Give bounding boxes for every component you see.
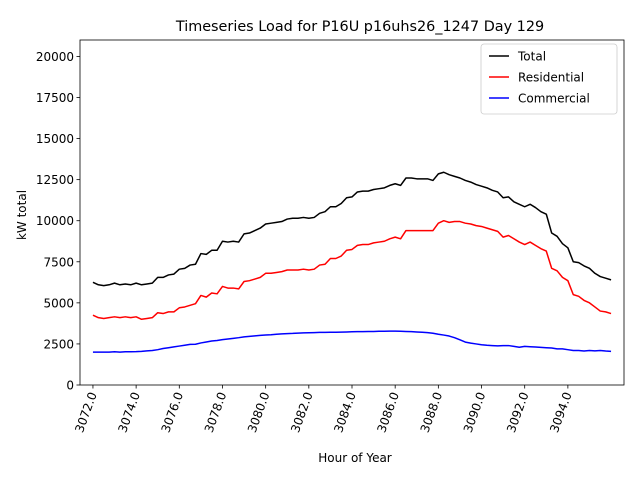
series-line-total [92, 171, 612, 287]
legend-label-commercial: Commercial [518, 92, 590, 106]
chart-title: Timeseries Load for P16U p16uhs26_1247 D… [175, 19, 544, 35]
y-tick-label: 12500 [36, 173, 74, 187]
y-tick-label: 0 [66, 379, 74, 393]
axes-frame [79, 39, 625, 386]
y-tick-label: 5000 [43, 296, 74, 310]
legend-box [480, 43, 618, 115]
series-line-residential [92, 219, 612, 321]
y-tick-label: 17500 [36, 91, 74, 105]
y-tick-label: 10000 [36, 214, 74, 228]
x-axis-label: Hour of Year [318, 451, 392, 465]
legend-label-residential: Residential [518, 71, 584, 85]
legend: Total Residential Commercial [480, 43, 618, 115]
series-line-commercial [92, 330, 612, 353]
legend-label-total: Total [517, 50, 546, 64]
y-tick-label: 20000 [36, 50, 74, 64]
y-tick-label: 2500 [43, 337, 74, 351]
y-tick-label: 15000 [36, 132, 74, 146]
y-tick-label: 7500 [43, 255, 74, 269]
y-axis-label: kW total [15, 190, 29, 240]
